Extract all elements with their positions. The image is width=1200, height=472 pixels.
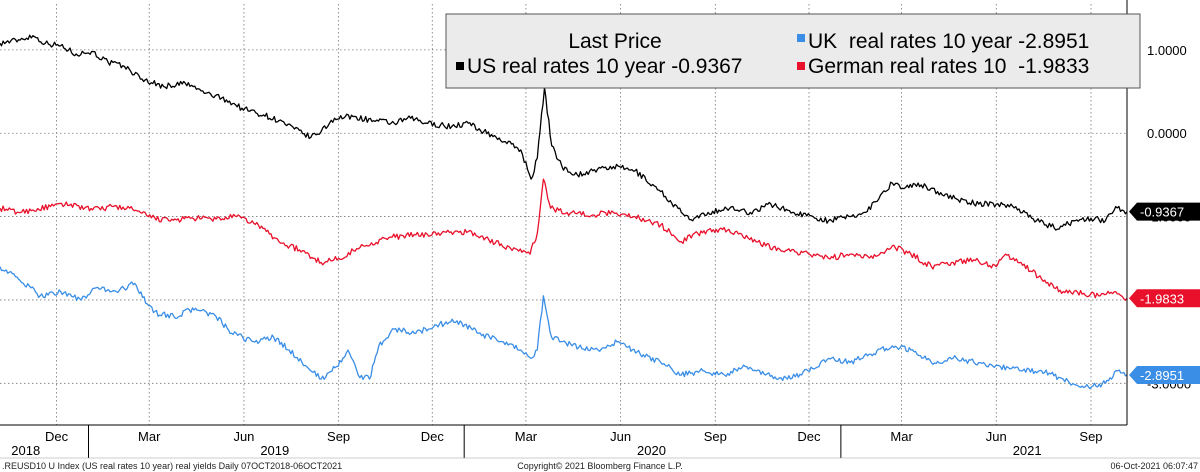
series-layer [0, 34, 1128, 390]
month-tick-label-5: Mar [515, 429, 538, 444]
month-tick-label-3: Sep [327, 429, 350, 444]
legend-entry-us: US real rates 10 year -0.9367 [467, 55, 742, 78]
series-line-uk [0, 266, 1128, 390]
legend-swatch-german [797, 62, 805, 70]
month-tick-label-11: Sep [1079, 429, 1102, 444]
y-tick-label-0: 1.0000 [1147, 43, 1187, 58]
last-value-tag-uk: -2.8951 [1129, 365, 1200, 384]
last-value-tag-bg-german [1129, 289, 1200, 308]
last-value-label-us: -0.9367 [1140, 205, 1184, 220]
month-tick-label-4: Dec [421, 429, 445, 444]
last-value-label-german: -1.9833 [1140, 291, 1184, 306]
month-tick-label-0: Dec [45, 429, 69, 444]
month-tick-label-9: Mar [890, 429, 913, 444]
y-axis: 1.00000.0000-1.0000-2.0000-3.0000-0.9367… [1126, 0, 1200, 425]
year-tick-label-3: 2021 [1013, 443, 1042, 458]
month-tick-label-10: Jun [986, 429, 1007, 444]
legend-entry-german: German real rates 10 -1.9833 [808, 55, 1089, 78]
month-tick-label-6: Jun [610, 429, 631, 444]
x-axis: Dec Mar Jun Sep Dec Mar Jun Sep Dec Mar Jun Sep 2018… [0, 424, 1127, 458]
year-tick-label-2: 2020 [637, 443, 666, 458]
footer-copyright: Copyright© 2021 Bloomberg Finance L.P. [517, 461, 683, 471]
last-value-tag-bg-uk [1129, 365, 1200, 384]
month-tick-label-2: Jun [233, 429, 254, 444]
legend-swatch-uk [797, 34, 805, 42]
last-value-tag-us: -0.9367 [1129, 202, 1200, 221]
legend-box [445, 13, 1141, 89]
year-tick-label-1: 2019 [260, 443, 289, 458]
series-line-us [0, 34, 1128, 231]
legend-swatch-us [456, 62, 464, 70]
year-tick-label-0: 2018 [11, 443, 40, 458]
last-value-tag-german: -1.9833 [1129, 289, 1200, 308]
legend-entry-uk: UK real rates 10 year -2.8951 [808, 30, 1089, 53]
series-line-german [0, 178, 1128, 301]
month-tick-label-7: Sep [704, 429, 727, 444]
y-tick-label-1: 0.0000 [1147, 126, 1187, 141]
last-value-label-uk: -2.8951 [1140, 368, 1184, 383]
last-value-tag-bg-us [1129, 202, 1200, 221]
footer-timestamp: 06-Oct-2021 06:07:47 [1110, 461, 1198, 471]
footer-source: .REUSD10 U Index (US real rates 10 year)… [2, 461, 342, 471]
month-tick-label-8: Dec [797, 429, 821, 444]
legend: Last Price US real rates 10 year -0.9367… [445, 13, 1141, 89]
month-tick-label-1: Mar [138, 429, 161, 444]
legend-title: Last Price [568, 30, 661, 53]
